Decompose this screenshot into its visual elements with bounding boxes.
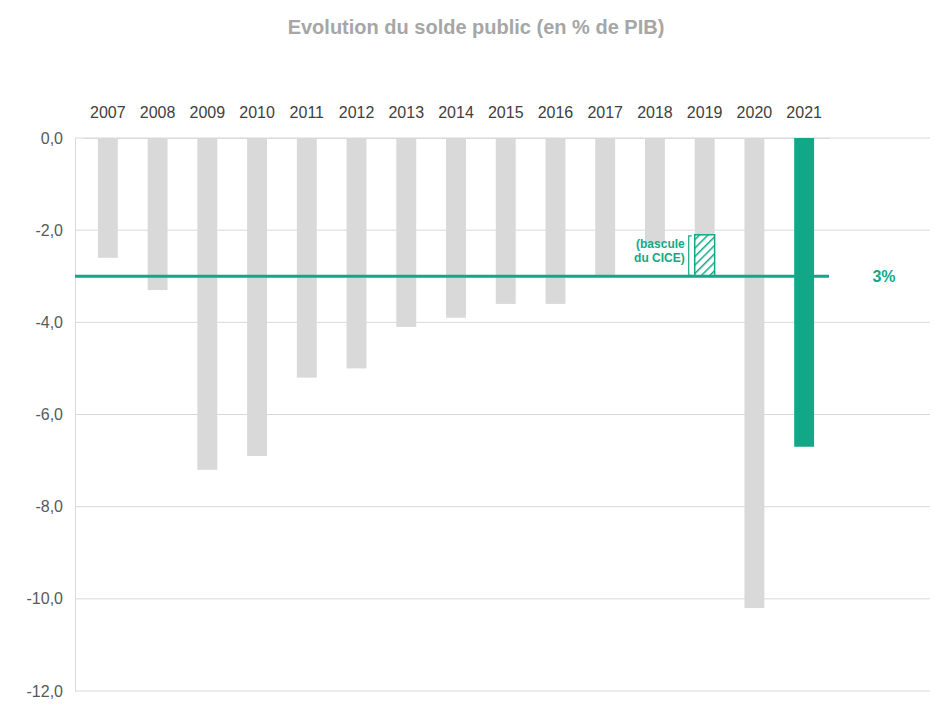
x-tick: 2008: [140, 104, 176, 138]
grid-line: [75, 691, 930, 692]
y-tick-label: -2,0: [35, 222, 63, 239]
y-tick: -12,0: [27, 683, 75, 700]
x-tick: 2018: [637, 104, 673, 138]
x-tick: 2010: [239, 104, 275, 138]
x-tick-label: 2019: [687, 104, 723, 121]
y-tick: -6,0: [35, 406, 75, 423]
y-tick-label: 0,0: [41, 130, 63, 147]
bar: [197, 138, 217, 470]
x-tick-label: 2013: [388, 104, 424, 121]
x-tick: 2009: [190, 104, 226, 138]
bar: [595, 138, 615, 276]
bar: [148, 138, 168, 290]
x-tick: 2013: [388, 104, 424, 138]
y-axis: 0,0 -2,0 -4,0 -6,0 -8,0 -10,0 -12,0: [27, 130, 76, 700]
reference-label: 3%: [872, 268, 895, 285]
x-tick: 2020: [737, 104, 773, 138]
x-tick: 2014: [438, 104, 474, 138]
y-tick: -2,0: [35, 222, 75, 239]
bar: [744, 138, 764, 608]
x-tick-label: 2010: [239, 104, 275, 121]
x-tick: 2007: [90, 104, 126, 138]
y-tick: -10,0: [27, 590, 75, 607]
bars: [98, 138, 814, 608]
y-tick: 0,0: [41, 130, 75, 147]
bar: [396, 138, 416, 327]
bar: [446, 138, 466, 318]
grid: [75, 138, 930, 691]
x-tick-label: 2018: [637, 104, 673, 121]
x-tick-label: 2020: [737, 104, 773, 121]
x-tick-label: 2007: [90, 104, 126, 121]
bar: [794, 138, 814, 447]
grid-line: [75, 506, 930, 507]
x-tick-label: 2012: [339, 104, 375, 121]
reference-line: [75, 275, 829, 278]
y-tick-label: -12,0: [27, 683, 64, 700]
x-tick-label: 2014: [438, 104, 474, 121]
x-tick-label: 2021: [786, 104, 822, 121]
x-tick-label: 2017: [587, 104, 623, 121]
grid-line: [75, 598, 930, 599]
bar: [546, 138, 566, 304]
bar: [247, 138, 267, 456]
series-labels: (basculedu CICE): [634, 236, 692, 275]
x-tick: 2016: [538, 104, 574, 138]
x-tick-label: 2008: [140, 104, 176, 121]
y-tick: -8,0: [35, 498, 75, 515]
title: Evolution du solde public (en % de PIB): [288, 16, 665, 38]
x-tick-label: 2016: [538, 104, 574, 121]
y-tick-label: -10,0: [27, 590, 64, 607]
bar: [496, 138, 516, 304]
x-tick: 2015: [488, 104, 524, 138]
reference: 3%: [75, 268, 896, 285]
x-tick: 2017: [587, 104, 623, 138]
x-tick-label: 2009: [190, 104, 226, 121]
y-axis-line: [75, 139, 76, 692]
chart: Evolution du solde public (en % de PIB) 0…: [0, 0, 952, 713]
x-axis: 2007 2008 2009 2010 2011 2012 2013 2014 2015 2016…: [84, 104, 830, 139]
bar: [347, 138, 367, 368]
y-tick: -4,0: [35, 314, 75, 331]
bar: [695, 138, 715, 235]
y-tick-label: -4,0: [35, 314, 63, 331]
bar: [297, 138, 317, 378]
x-tick: 2012: [339, 104, 375, 138]
x-tick: 2019: [687, 104, 723, 138]
x-tick-label: 2011: [290, 104, 325, 121]
x-tick-label: 2015: [488, 104, 524, 121]
x-tick: 2021: [786, 104, 822, 138]
series-label: (basculedu CICE): [634, 237, 685, 265]
x-tick: 2011: [290, 104, 325, 138]
bracket: [689, 236, 692, 275]
bar: [645, 138, 665, 244]
bar-segment: [695, 235, 715, 276]
y-tick-label: -8,0: [35, 498, 63, 515]
y-tick-label: -6,0: [35, 406, 63, 423]
bar: [98, 138, 118, 258]
